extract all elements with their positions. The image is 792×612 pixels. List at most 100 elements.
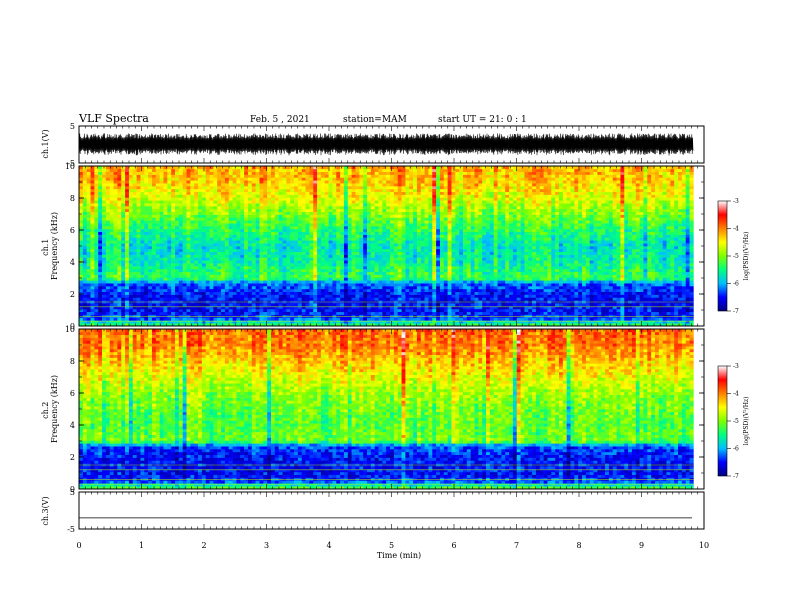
spectrogram-cell bbox=[359, 243, 364, 247]
spectrogram-cell bbox=[255, 291, 260, 295]
spectrogram-cell bbox=[213, 240, 218, 244]
spectrogram-cell bbox=[416, 254, 422, 258]
spectrogram-cell bbox=[102, 274, 107, 278]
spectrogram-cell bbox=[232, 286, 237, 290]
spectrogram-cell bbox=[140, 266, 145, 270]
spectrogram-cell bbox=[647, 323, 652, 327]
spectrogram-cell bbox=[493, 246, 498, 250]
spectrogram-cell bbox=[171, 280, 176, 284]
spectrogram-cell bbox=[94, 286, 99, 290]
spectrogram-cell bbox=[382, 317, 387, 321]
spectrogram-cell bbox=[497, 274, 502, 278]
spectrogram-cell bbox=[497, 297, 502, 301]
spectrogram-cell bbox=[662, 254, 667, 258]
spectrogram-cell bbox=[681, 323, 686, 327]
spectrogram-cell bbox=[94, 243, 99, 247]
spectrogram-cell bbox=[455, 266, 460, 270]
spectrogram-cell bbox=[286, 257, 291, 261]
spectrogram-cell bbox=[443, 306, 448, 310]
spectrogram-cell bbox=[628, 294, 633, 298]
spectrogram-cell bbox=[662, 274, 667, 278]
spectrogram-cell bbox=[113, 288, 118, 293]
spectrogram-cell bbox=[159, 243, 164, 247]
spectrogram-cell bbox=[175, 257, 180, 261]
spectrogram-cell bbox=[635, 311, 640, 315]
spectrogram-cell bbox=[125, 274, 130, 278]
spectrogram-cell bbox=[443, 243, 448, 247]
spectrogram-cell bbox=[117, 266, 122, 270]
spectrogram-cell bbox=[674, 254, 679, 258]
spectrogram-cell bbox=[585, 308, 590, 313]
spectrogram-cell bbox=[109, 317, 114, 321]
spectrogram-cell bbox=[674, 243, 679, 247]
spectrogram-cell bbox=[175, 320, 180, 324]
spectrogram-cell bbox=[654, 323, 660, 327]
spectrogram-cell bbox=[317, 280, 322, 284]
spectrogram-cell bbox=[413, 237, 418, 241]
spectrogram-cell bbox=[370, 268, 375, 273]
spectrogram-cell bbox=[320, 317, 326, 321]
spectrogram-cell bbox=[194, 271, 199, 275]
spectrogram-cell bbox=[140, 286, 145, 290]
spectrogram-cell bbox=[313, 311, 318, 315]
spectrogram-cell bbox=[294, 254, 299, 258]
spectrogram-cell bbox=[94, 257, 99, 261]
spectrogram-cell bbox=[370, 291, 375, 295]
spectrogram-cell bbox=[551, 243, 556, 247]
spectrogram-cell bbox=[405, 251, 410, 255]
spectrogram-cell bbox=[171, 263, 176, 267]
spectrogram-cell bbox=[171, 277, 176, 281]
spectrogram-cell bbox=[244, 268, 249, 273]
spectrogram-cell bbox=[155, 243, 160, 247]
spectrogram-cell bbox=[605, 277, 610, 281]
spectrogram-cell bbox=[155, 274, 160, 278]
spectrogram-cell bbox=[297, 251, 303, 255]
spectrogram-cell bbox=[209, 263, 214, 267]
spectrogram-cell bbox=[390, 308, 395, 313]
spectrogram-cell bbox=[451, 303, 456, 307]
spectrogram-cell bbox=[658, 294, 663, 298]
spectrogram-cell bbox=[274, 271, 279, 275]
spectrogram-cell bbox=[516, 260, 521, 264]
spectrogram-cell bbox=[82, 234, 87, 238]
spectrogram-cell bbox=[539, 303, 544, 307]
spectrogram-cell bbox=[585, 240, 590, 244]
spectrogram-cell bbox=[198, 260, 203, 264]
spectrogram-cell bbox=[409, 248, 414, 253]
spectrogram-cell bbox=[520, 280, 525, 284]
spectrogram-cell bbox=[86, 320, 91, 324]
spectrogram-cell bbox=[390, 263, 395, 267]
spectrogram-cell bbox=[616, 271, 621, 275]
spectrogram-cell bbox=[351, 266, 356, 270]
spectrogram-cell bbox=[654, 266, 660, 270]
spectrogram-cell bbox=[647, 271, 652, 275]
spectrogram-cell bbox=[390, 320, 395, 324]
spectrogram-cell bbox=[274, 251, 279, 255]
spectrogram-cell bbox=[274, 237, 279, 241]
spectrogram-cell bbox=[148, 323, 153, 327]
spectrogram-cell bbox=[374, 286, 379, 290]
spectrogram-cell bbox=[347, 240, 352, 244]
spectrogram-cell bbox=[681, 277, 686, 281]
spectrogram-cell bbox=[624, 306, 629, 310]
spectrogram-cell bbox=[343, 237, 349, 241]
spectrogram-cell bbox=[570, 257, 575, 261]
spectrogram-cell bbox=[263, 306, 268, 310]
spectrogram-cell bbox=[286, 274, 291, 278]
spectrogram-cell bbox=[612, 268, 617, 273]
spectrogram-cell bbox=[217, 263, 222, 267]
spectrogram-cell bbox=[167, 237, 172, 241]
spectrogram-cell bbox=[136, 288, 141, 293]
spectrogram-cell bbox=[94, 280, 99, 284]
spectrogram-cell bbox=[578, 308, 583, 313]
spectrogram-cell bbox=[532, 288, 537, 293]
spectrogram-cell bbox=[163, 320, 168, 324]
spectrogram-cell bbox=[144, 323, 149, 327]
spectrogram-cell bbox=[366, 260, 372, 264]
spectrogram-cell bbox=[259, 308, 264, 313]
spectrogram-cell bbox=[259, 274, 264, 278]
spectrogram-cell bbox=[555, 263, 560, 267]
spectrogram-cell bbox=[447, 277, 452, 281]
spectrogram-cell bbox=[194, 251, 199, 255]
spectrogram-cell bbox=[320, 311, 326, 315]
